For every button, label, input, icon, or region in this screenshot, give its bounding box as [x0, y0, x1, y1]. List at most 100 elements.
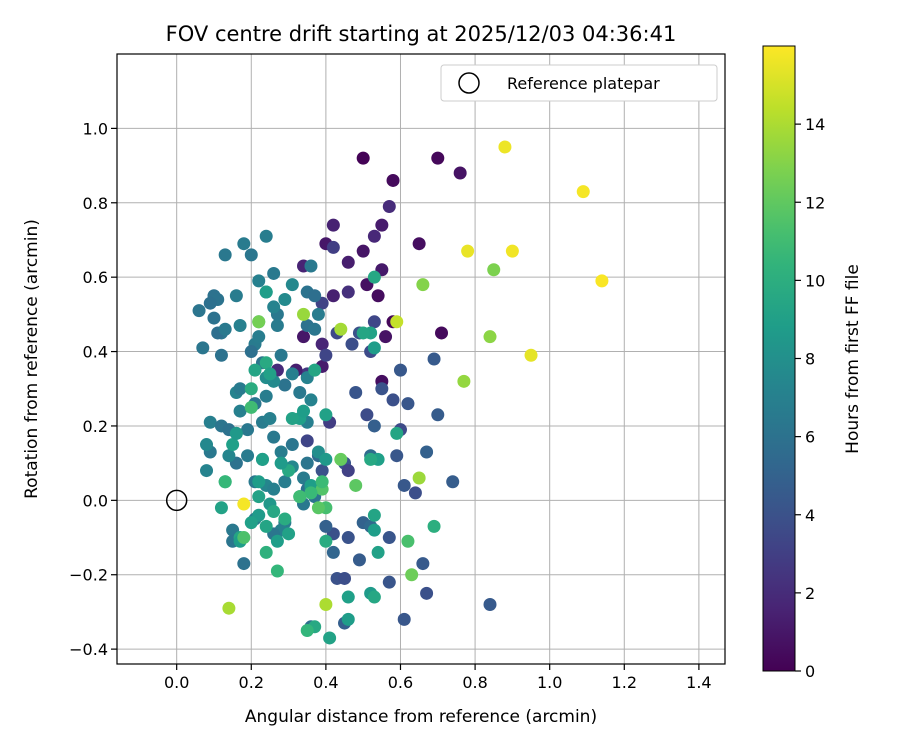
data-point	[397, 478, 411, 492]
data-point	[367, 229, 381, 243]
x-tick-label: 0.8	[462, 673, 487, 692]
data-point	[338, 571, 352, 585]
data-point	[379, 330, 393, 344]
data-point	[367, 341, 381, 355]
data-point	[270, 319, 284, 333]
y-tick-label: 1.0	[83, 119, 108, 138]
data-point	[367, 315, 381, 329]
colorbar-tick-label: 8	[805, 350, 815, 369]
data-point	[483, 597, 497, 611]
data-point	[416, 557, 430, 571]
data-point	[367, 590, 381, 604]
x-tick-label: 1.4	[686, 673, 711, 692]
data-point	[446, 475, 460, 489]
data-point	[431, 151, 445, 165]
data-point	[229, 426, 243, 440]
colorbar	[762, 45, 796, 672]
data-point	[349, 478, 363, 492]
data-point	[241, 423, 255, 437]
data-point	[487, 263, 501, 277]
colorbar-tick-label: 12	[805, 193, 825, 212]
data-point	[326, 240, 340, 254]
data-point	[390, 426, 404, 440]
x-tick-label: 1.2	[612, 673, 637, 692]
data-point	[393, 363, 407, 377]
colorbar-ticks: 0 2 4 6 8 10 12 14	[795, 115, 825, 681]
data-point	[244, 400, 258, 414]
y-tick-label: −0.4	[69, 640, 108, 659]
data-point	[382, 531, 396, 545]
data-point	[315, 464, 329, 478]
data-point	[252, 490, 266, 504]
data-point	[431, 408, 445, 422]
data-point	[297, 307, 311, 321]
data-point	[319, 348, 333, 362]
data-point	[397, 612, 411, 626]
data-point	[367, 523, 381, 537]
data-point	[300, 434, 314, 448]
data-point	[263, 367, 277, 381]
x-tick-label: 0.6	[388, 673, 413, 692]
data-point	[524, 348, 538, 362]
y-tick-label: −0.2	[69, 566, 108, 585]
data-point	[408, 486, 422, 500]
data-point	[390, 315, 404, 329]
data-point	[304, 393, 318, 407]
data-point	[401, 534, 415, 548]
data-point	[326, 218, 340, 232]
data-point	[315, 337, 329, 351]
chart-title: FOV centre drift starting at 2025/12/03 …	[166, 22, 677, 46]
data-point	[461, 244, 475, 258]
data-point	[278, 378, 292, 392]
data-point	[595, 274, 609, 288]
data-point	[323, 631, 337, 645]
data-point	[244, 345, 258, 359]
data-point	[259, 519, 273, 533]
data-point	[412, 471, 426, 485]
data-point	[237, 557, 251, 571]
colorbar-label: Hours from first FF file	[843, 264, 863, 454]
data-point	[252, 315, 266, 329]
data-point	[237, 531, 251, 545]
y-tick-label: 0.0	[83, 491, 108, 510]
data-point	[244, 382, 258, 396]
data-point	[278, 292, 292, 306]
data-point	[285, 278, 299, 292]
data-point	[300, 624, 314, 638]
data-point	[259, 229, 273, 243]
data-point	[200, 438, 214, 452]
data-point	[498, 140, 512, 154]
plot-frame	[116, 53, 726, 665]
data-point	[420, 586, 434, 600]
data-point	[252, 274, 266, 288]
data-point	[345, 337, 359, 351]
data-point	[352, 553, 366, 567]
data-point	[278, 512, 292, 526]
data-point	[457, 374, 471, 388]
data-point	[237, 497, 251, 511]
data-point	[252, 475, 266, 489]
data-point	[341, 612, 355, 626]
y-tick-label: 0.6	[83, 268, 108, 287]
data-point	[483, 330, 497, 344]
data-point	[255, 452, 269, 466]
colorbar-tick-label: 4	[805, 506, 815, 525]
data-point	[218, 475, 232, 489]
data-point	[293, 385, 307, 399]
data-point	[334, 322, 348, 336]
x-tick-label: 0.4	[313, 673, 338, 692]
y-axis-label: Rotation from reference (arcmin)	[22, 219, 42, 499]
colorbar-tick-label: 6	[805, 428, 815, 447]
data-point	[285, 438, 299, 452]
data-point	[285, 367, 299, 381]
data-point	[427, 352, 441, 366]
data-point	[267, 430, 281, 444]
data-point	[214, 501, 228, 515]
data-point	[349, 385, 363, 399]
data-point	[229, 289, 243, 303]
data-point	[259, 545, 273, 559]
data-point	[233, 382, 247, 396]
data-point	[311, 307, 325, 321]
data-point	[334, 452, 348, 466]
